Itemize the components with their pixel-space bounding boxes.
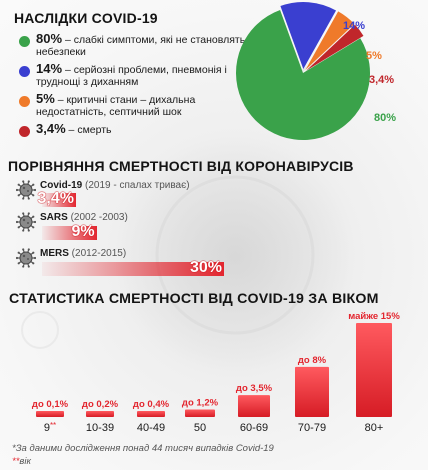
- pie-chart: [235, 2, 371, 141]
- legend-color-dot: [19, 96, 30, 107]
- legend-text: 80% – слабкі симптоми, які не становлять…: [36, 31, 246, 58]
- mortality-bar: 9%: [42, 223, 97, 240]
- legend-description: – критичні стани – дихальна недостатніст…: [36, 94, 196, 118]
- consequences-title: НАСЛІДКИ COVID-19: [14, 10, 158, 26]
- age-bar: [36, 411, 64, 417]
- legend-text: 3,4% – смерть: [36, 121, 246, 136]
- mortality-bar: 3,4%: [38, 190, 76, 207]
- age-bar: [86, 411, 114, 417]
- legend-color-dot: [19, 66, 30, 77]
- coronavirus-icon: [16, 180, 36, 200]
- pie-slice-label: 14%: [343, 20, 366, 32]
- virus-name-label: SARS: [40, 212, 71, 223]
- pie-slice-label: 80%: [374, 112, 397, 124]
- legend-color-dot: [19, 126, 30, 137]
- legend-text: 5% – критичні стани – дихальна недостатн…: [36, 91, 246, 118]
- pie-slice: [280, 2, 337, 70]
- pie-slice: [235, 10, 371, 141]
- mortality-bar-value: 3,4%: [37, 190, 74, 207]
- age-mortality-chart: до 0,1% 9** до 0,2% 10-39 до 0,4% 40-49 до 1,2…: [32, 311, 400, 434]
- age-category-label: 70-79: [298, 422, 326, 434]
- age-category-label: 40-49: [137, 422, 165, 434]
- age-bar-value: до 8%: [298, 355, 327, 366]
- age-bar-value: до 1,2%: [182, 397, 219, 408]
- age-category-label: 80+: [365, 422, 384, 434]
- age-footnote-text: вік: [19, 456, 31, 467]
- virus-name: Covid-19 (2019 - спалах триває): [40, 180, 190, 191]
- coronavirus-icon: [16, 212, 36, 232]
- age-bar-value: до 3,5%: [236, 383, 273, 394]
- legend-percent: 5%: [36, 91, 55, 106]
- virus-period: (2012-2015): [71, 248, 127, 259]
- legend-color-dot: [19, 36, 30, 47]
- legend-description: – смерть: [65, 124, 112, 136]
- pie-slice: [306, 24, 364, 71]
- pie-slice-label: 5%: [366, 50, 382, 62]
- mortality-bar-value: 9%: [71, 223, 95, 240]
- mortality-bar: 30%: [42, 259, 224, 276]
- legend-percent: 14%: [36, 61, 63, 76]
- age-bar: [356, 323, 392, 417]
- virus-name-label: MERS: [40, 248, 72, 259]
- legend-description: – слабкі симптоми, які не становлять неб…: [36, 34, 246, 58]
- age-footnote: **вік: [12, 456, 31, 467]
- virus-name: SARS (2002 -2003): [40, 212, 128, 223]
- legend-text: 14% – серйозні проблеми, пневмонія і тру…: [36, 61, 246, 88]
- age-bar: [185, 409, 215, 417]
- age-bar: [238, 395, 270, 417]
- pie-slice-label: 3,4%: [369, 74, 395, 86]
- age-category-label: 10-39: [86, 422, 114, 434]
- virus-period: (2002 -2003): [70, 212, 128, 223]
- age-category-label: 50: [194, 422, 206, 434]
- age-bar-value: майже 15%: [348, 311, 400, 322]
- age-bar-value: до 0,2%: [82, 399, 119, 410]
- age-bar-value: до 0,4%: [133, 399, 170, 410]
- age-category-marker: **: [50, 421, 56, 430]
- source-footnote: *За даними дослідження понад 44 тисяч ви…: [12, 443, 274, 454]
- age-bar: [137, 411, 165, 417]
- virus-name-label: Covid-19: [40, 180, 86, 191]
- virus-name: MERS (2012-2015): [40, 248, 126, 259]
- age-bar: [295, 366, 329, 417]
- virus-period: (2019 - спалах триває): [85, 180, 190, 191]
- age-category-label: 9**: [44, 421, 56, 434]
- age-bar-value: до 0,1%: [32, 399, 69, 410]
- mortality-bar-value: 30%: [189, 259, 222, 276]
- coronavirus-icon: [16, 248, 36, 268]
- legend-description: – серйозні проблеми, пневмонія і труднощ…: [36, 64, 227, 88]
- age-footnote-marker: **: [12, 456, 20, 467]
- age-category-label: 60-69: [240, 422, 268, 434]
- legend-percent: 80%: [36, 31, 63, 46]
- mortality-comparison-title: ПОРІВНЯННЯ СМЕРТНОСТІ ВІД КОРОНАВІРУСІВ: [8, 158, 354, 174]
- age-statistics-title: СТАТИСТИКА СМЕРТНОСТІ ВІД COVID-19 ЗА ВІ…: [9, 291, 379, 307]
- legend-percent: 3,4%: [36, 121, 66, 136]
- pie-slice: [305, 11, 355, 70]
